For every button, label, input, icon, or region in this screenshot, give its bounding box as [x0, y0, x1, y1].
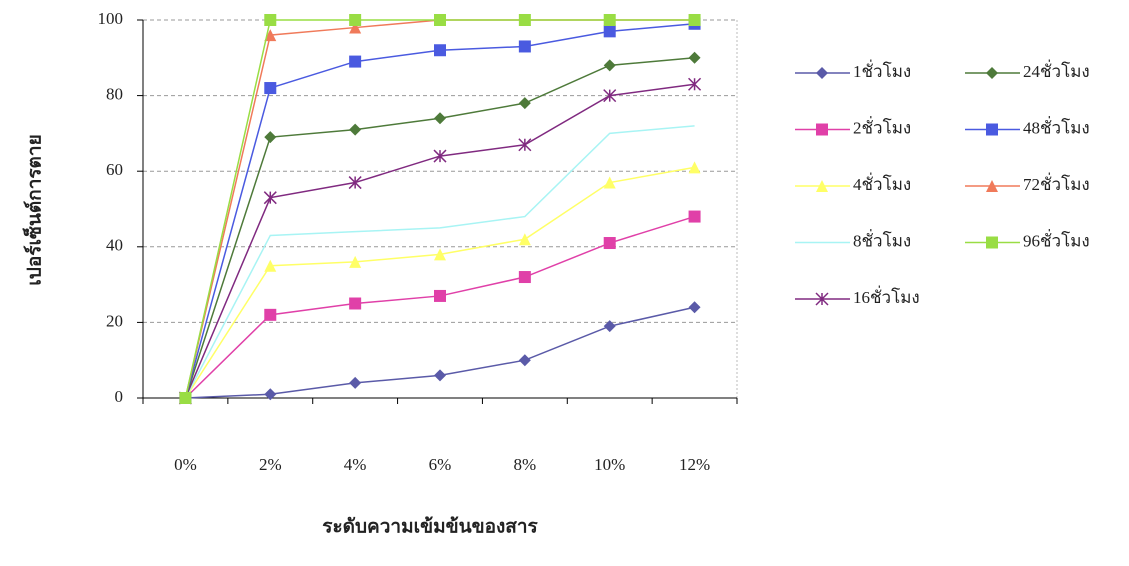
x-tick-label: 12%	[679, 455, 710, 474]
legend-label: 2ชั่วโมง	[853, 115, 911, 137]
legend-label: 8ชั่วโมง	[853, 228, 911, 250]
marker	[688, 210, 701, 223]
y-tick-label: 0	[115, 387, 124, 406]
marker	[603, 320, 616, 333]
marker	[349, 14, 362, 26]
marker	[264, 82, 277, 95]
marker	[179, 392, 192, 404]
marker	[264, 14, 277, 26]
legend-label: 96ชั่วโมง	[1023, 228, 1090, 250]
marker	[434, 369, 446, 382]
marker	[603, 237, 616, 250]
marker	[348, 176, 362, 190]
marker	[603, 89, 617, 103]
x-tick-label: 4%	[344, 455, 367, 474]
legend-label: 48ชั่วโมง	[1023, 115, 1090, 137]
series-line	[185, 306, 695, 399]
series-line	[184, 125, 695, 399]
y-tick-label: 80	[106, 85, 123, 104]
marker	[264, 259, 277, 272]
marker	[434, 112, 446, 125]
marker	[816, 180, 828, 192]
marker	[434, 14, 446, 26]
x-tick-label: 0%	[174, 455, 197, 474]
marker	[986, 67, 998, 79]
y-tick-label: 20	[106, 311, 123, 330]
marker	[688, 14, 701, 26]
marker	[518, 233, 531, 246]
marker	[603, 59, 616, 72]
marker	[349, 376, 362, 389]
marker	[264, 131, 277, 144]
series-line	[184, 23, 695, 399]
marker	[816, 67, 828, 79]
marker	[603, 14, 616, 26]
marker	[434, 248, 446, 261]
marker	[986, 123, 998, 136]
y-tick-label: 40	[106, 236, 123, 255]
marker	[264, 29, 277, 42]
marker	[688, 161, 701, 174]
legend-label: 24ชั่วโมง	[1023, 59, 1090, 81]
marker	[518, 97, 531, 110]
marker	[349, 21, 362, 34]
legend-label: 4ชั่วโมง	[853, 172, 911, 194]
y-tick-label: 60	[106, 160, 123, 179]
marker	[816, 123, 828, 136]
marker	[603, 176, 616, 189]
marker	[518, 354, 531, 367]
legend-label: 72ชั่วโมง	[1023, 172, 1090, 194]
marker	[349, 55, 362, 68]
x-tick-label: 6%	[429, 455, 452, 474]
marker	[349, 255, 362, 268]
marker	[518, 14, 531, 26]
marker	[434, 289, 446, 302]
marker	[264, 308, 277, 321]
series-line	[184, 166, 695, 399]
x-tick-label: 8%	[514, 455, 537, 474]
legend-label: 16ชั่วโมง	[853, 285, 920, 307]
x-axis-title: ระดับความเข้มข้นของสาร	[322, 515, 538, 537]
marker	[688, 301, 701, 314]
marker	[349, 297, 362, 310]
x-tick-label: 10%	[594, 455, 625, 474]
marker	[518, 40, 531, 53]
marker	[518, 271, 531, 284]
marker	[264, 388, 277, 401]
marker	[518, 138, 532, 152]
y-tick-label: 100	[98, 9, 124, 28]
x-tick-label: 2%	[259, 455, 282, 474]
marker	[986, 236, 998, 249]
legend-label: 1ชั่วโมง	[853, 59, 911, 81]
marker	[349, 123, 362, 136]
marker	[688, 77, 702, 91]
marker	[263, 191, 277, 205]
marker	[688, 51, 701, 64]
marker	[434, 44, 446, 57]
marker	[815, 292, 829, 306]
series-line	[184, 19, 695, 399]
series-line	[184, 19, 695, 399]
marker	[433, 149, 447, 163]
y-axis-title: เปอร์เซ็นต์การตาย	[21, 134, 45, 285]
marker	[986, 180, 998, 192]
marker	[603, 25, 616, 38]
